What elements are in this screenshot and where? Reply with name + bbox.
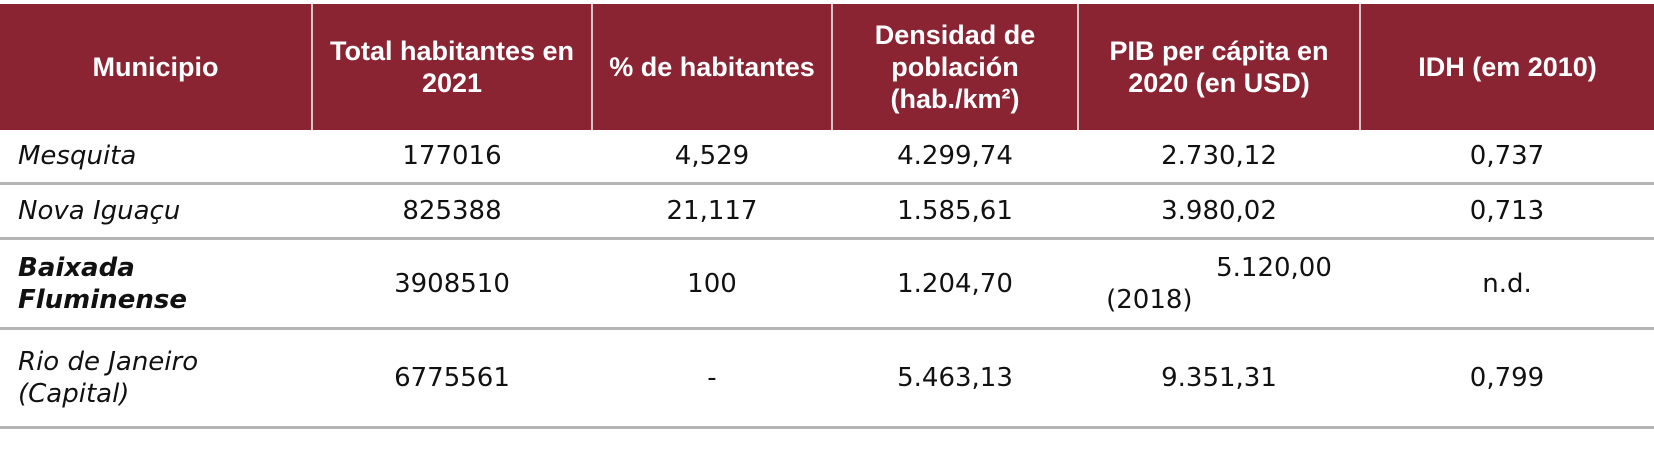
cell-total: 177016 bbox=[312, 130, 592, 185]
header-row: Municipio Total habitantes en 2021 % de … bbox=[0, 4, 1654, 130]
cell-densidad: 1.204,70 bbox=[832, 238, 1078, 330]
cell-densidad: 4.299,74 bbox=[832, 130, 1078, 185]
cell-municipio: Nova Iguaçu bbox=[0, 183, 312, 240]
cell-idh: 0,713 bbox=[1360, 183, 1654, 240]
cell-municipio: Rio de Janeiro (Capital) bbox=[0, 328, 312, 429]
cell-pct: - bbox=[592, 328, 832, 429]
cell-pct: 100 bbox=[592, 238, 832, 330]
cell-idh: n.d. bbox=[1360, 238, 1654, 330]
pib-value: 5.120,00 bbox=[1216, 252, 1332, 283]
cell-densidad: 5.463,13 bbox=[832, 328, 1078, 429]
cell-total: 825388 bbox=[312, 183, 592, 240]
header-pct-habitantes: % de habitantes bbox=[591, 4, 832, 130]
cell-pct: 4,529 bbox=[592, 130, 832, 185]
cell-pib: 2.730,12 bbox=[1078, 130, 1360, 185]
header-idh: IDH (em 2010) bbox=[1359, 4, 1654, 130]
table-row: Nova Iguaçu 825388 21,117 1.585,61 3.980… bbox=[0, 183, 1654, 240]
cell-total: 6775561 bbox=[312, 328, 592, 429]
pib-year-note: (2018) bbox=[1106, 284, 1193, 315]
cell-idh: 0,799 bbox=[1360, 328, 1654, 429]
cell-pib: 3.980,02 bbox=[1078, 183, 1360, 240]
table-row: Mesquita 177016 4,529 4.299,74 2.730,12 … bbox=[0, 130, 1654, 185]
header-densidad: Densidad de población (hab./km²) bbox=[831, 4, 1078, 130]
cell-pib: 5.120,00 (2018) bbox=[1078, 238, 1360, 330]
cell-pct: 21,117 bbox=[592, 183, 832, 240]
table-row: Rio de Janeiro (Capital) 6775561 - 5.463… bbox=[0, 328, 1654, 429]
pib-value-with-note: 5.120,00 (2018) bbox=[1106, 252, 1332, 316]
header-pib: PIB per cápita en 2020 (en USD) bbox=[1077, 4, 1360, 130]
header-total-habitantes: Total habitantes en 2021 bbox=[311, 4, 592, 130]
cell-idh: 0,737 bbox=[1360, 130, 1654, 185]
cell-municipio: Mesquita bbox=[0, 130, 312, 185]
table-row: Baixada Fluminense 3908510 100 1.204,70 … bbox=[0, 238, 1654, 330]
cell-municipio: Baixada Fluminense bbox=[0, 238, 312, 330]
cell-pib: 9.351,31 bbox=[1078, 328, 1360, 429]
cell-densidad: 1.585,61 bbox=[832, 183, 1078, 240]
data-table: Municipio Total habitantes en 2021 % de … bbox=[0, 4, 1654, 429]
header-municipio: Municipio bbox=[0, 4, 312, 130]
cell-total: 3908510 bbox=[312, 238, 592, 330]
